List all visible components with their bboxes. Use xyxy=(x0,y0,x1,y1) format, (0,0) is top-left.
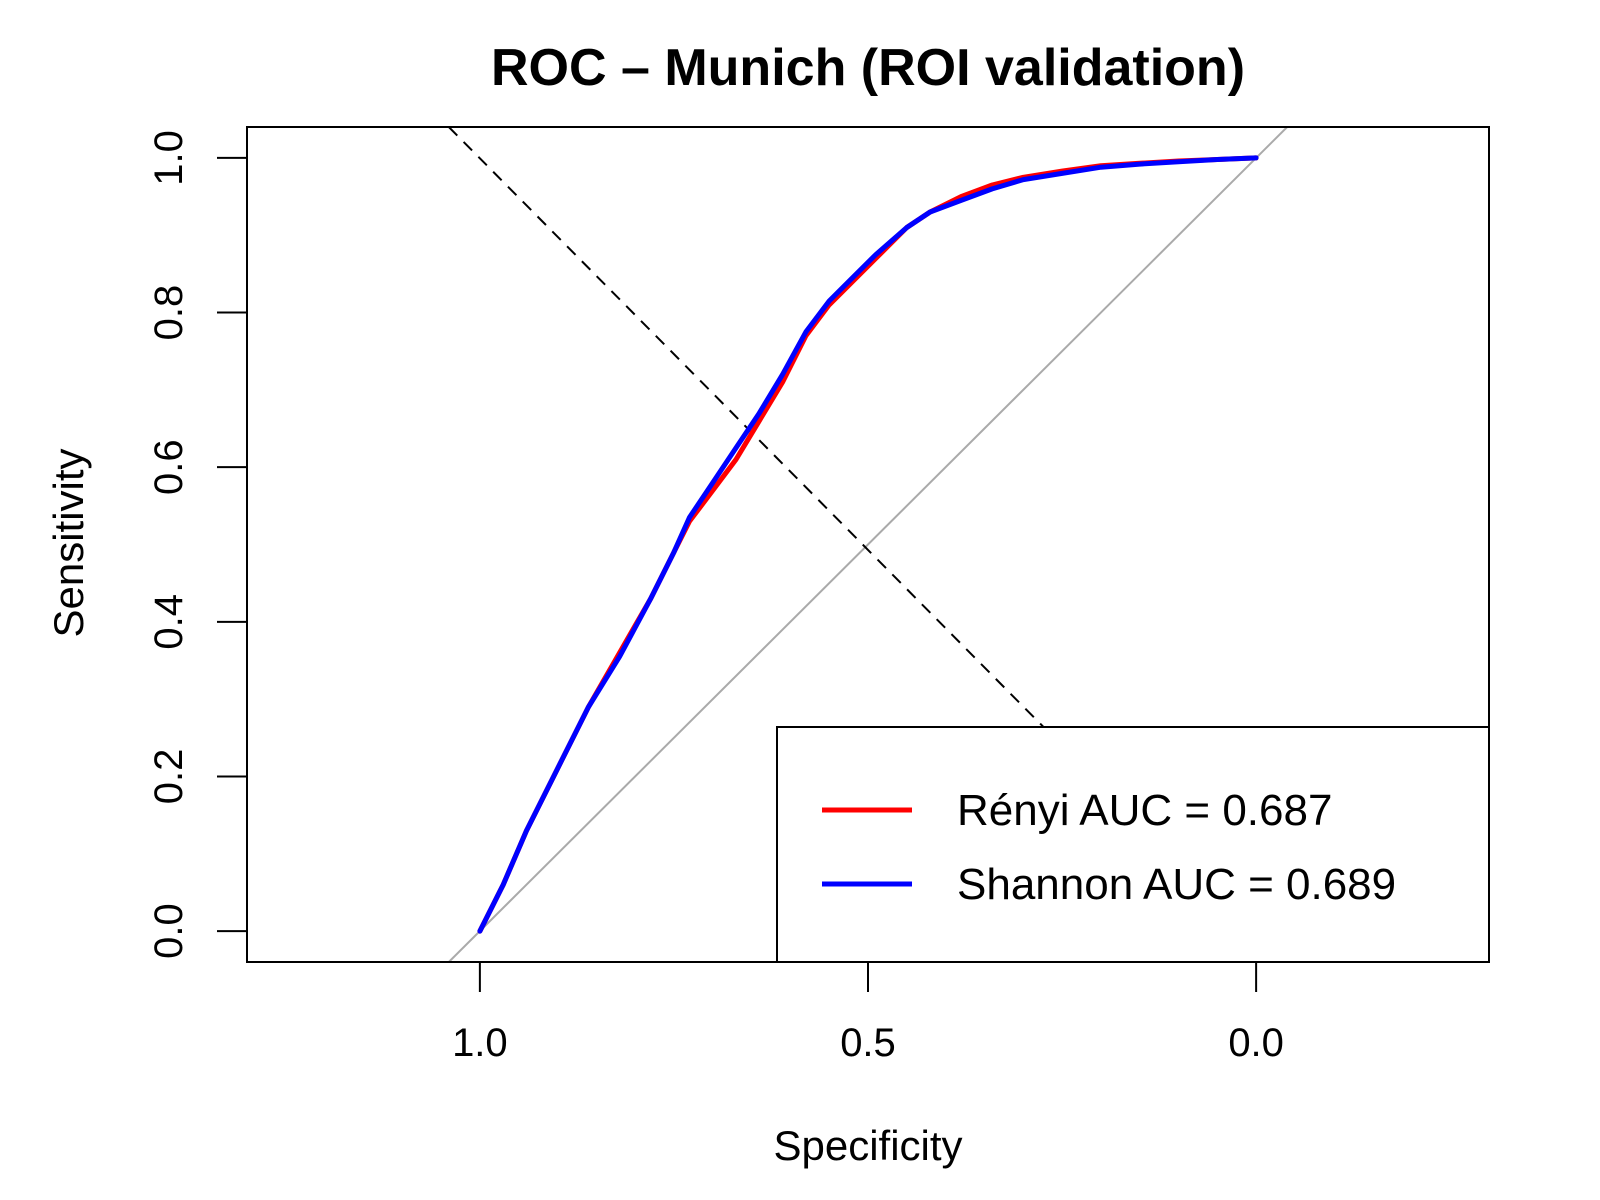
x-tick-label: 1.0 xyxy=(452,1021,508,1065)
series-line-shannon xyxy=(477,155,1259,934)
plot-area xyxy=(448,127,1288,962)
legend: Rényi AUC = 0.687 Shannon AUC = 0.689 xyxy=(776,726,1490,963)
y-tick-label: 0.6 xyxy=(147,439,191,495)
y-tick-label: 0.0 xyxy=(147,903,191,959)
y-axis-label: Sensitivity xyxy=(45,448,92,637)
legend-box xyxy=(776,726,1490,963)
chart-title: ROC – Munich (ROI validation) xyxy=(491,39,1245,97)
x-tick-label: 0.0 xyxy=(1228,1021,1284,1065)
legend-label-shannon: Shannon AUC = 0.689 xyxy=(957,860,1396,909)
y-tick-label: 1.0 xyxy=(147,130,191,186)
y-tick-label: 0.4 xyxy=(147,594,191,650)
y-tick-label: 0.8 xyxy=(147,285,191,341)
legend-label-r-nyi: Rényi AUC = 0.687 xyxy=(957,786,1332,835)
x-tick-label: 0.5 xyxy=(840,1021,896,1065)
chance-diagonal-line xyxy=(448,127,1288,962)
y-tick-label: 0.2 xyxy=(147,749,191,805)
y-axis: 0.0 0.2 0.4 0.6 0.8 1.0 xyxy=(147,130,248,959)
x-axis: 1.0 0.5 0.0 xyxy=(452,961,1284,1065)
x-axis-label: Specificity xyxy=(773,1122,962,1169)
